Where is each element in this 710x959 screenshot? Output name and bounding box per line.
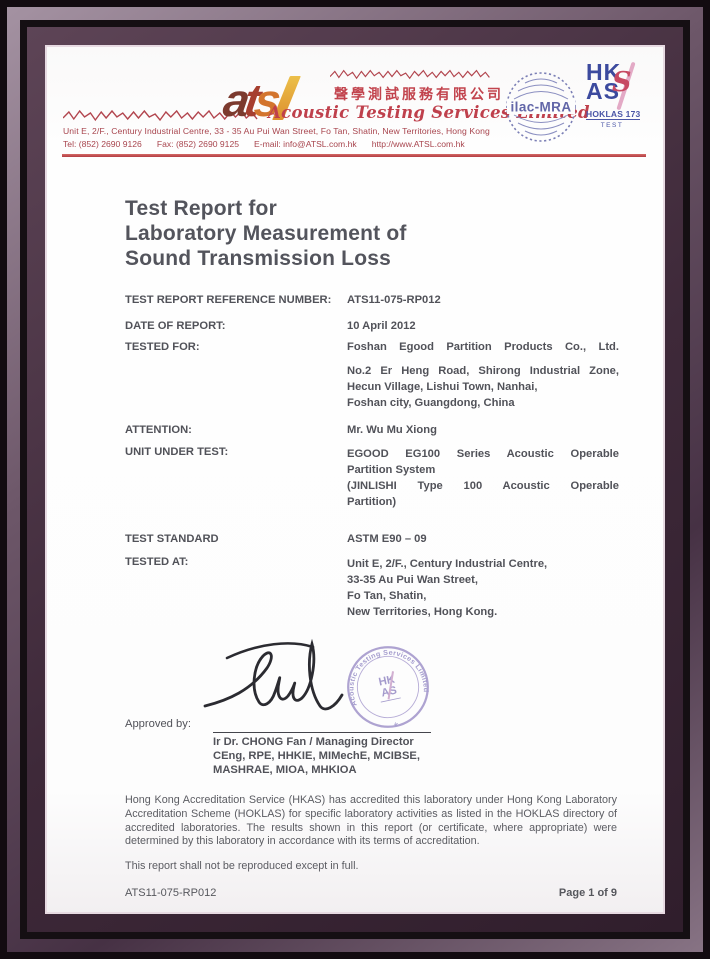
report-header: a t s 聲學測試服務有限公司 Acoustic Testing Servic… <box>47 47 663 161</box>
unit-under-test-line-2: Partition System <box>347 464 436 476</box>
tested-at-line-3: Fo Tan, Shatin, <box>347 590 427 602</box>
page-number-label: Page 1 of 9 <box>558 887 617 900</box>
company-name-chinese: 聲學測試服務有限公司 <box>334 86 504 102</box>
field-row-tested-for-address: No.2 Er Heng Road, Shirong Industrial Zo… <box>125 363 619 411</box>
test-standard-value: ASTM E90 – 09 <box>347 533 427 545</box>
tested-at-value: Unit E, 2/F., Century Industrial Centre,… <box>347 556 619 620</box>
tested-at-line-2: 33-35 Au Pui Wan Street, <box>347 574 478 586</box>
unit-under-test-line-4: Partition) <box>347 496 397 508</box>
report-title: Test Report for Laboratory Measurement o… <box>125 196 617 271</box>
reference-number-label: TEST REPORT REFERENCE NUMBER: <box>125 294 332 306</box>
hkas-line1: HK <box>586 59 622 85</box>
accreditation-statement: Hong Kong Accreditation Service (HKAS) h… <box>125 794 617 848</box>
unit-under-test-line-1: EGOOD EG100 Series Acoustic Operable <box>347 448 619 460</box>
spacer <box>125 363 347 411</box>
report-page: a t s 聲學測試服務有限公司 Acoustic Testing Servic… <box>47 47 663 912</box>
approver-block: Ir Dr. CHONG Fan / Managing Director CEn… <box>213 732 431 777</box>
stamp-star: * <box>393 721 400 734</box>
unit-under-test-line-3: (JINLISHI Type 100 Acoustic Operable <box>347 480 619 492</box>
report-body: Test Report for Laboratory Measurement o… <box>47 196 663 899</box>
fax-label: Fax: (852) 2690 9125 <box>156 138 240 149</box>
footer-report-ref: ATS11-075-RP012 <box>125 887 217 900</box>
field-row-reference-number: TEST REPORT REFERENCE NUMBER: ATS11-075-… <box>125 294 617 306</box>
approved-by-label: Approved by: <box>125 718 191 730</box>
unit-under-test-label: UNIT UNDER TEST: <box>125 446 229 458</box>
reference-number-value: ATS11-075-RP012 <box>347 294 441 306</box>
unit-under-test-value: EGOOD EG100 Series Acoustic Operable Par… <box>347 446 619 510</box>
field-row-tested-at: TESTED AT: Unit E, 2/F., Century Industr… <box>125 556 617 620</box>
approver-name: Ir Dr. CHONG Fan / Managing Director <box>213 736 414 748</box>
reproduction-note: This report shall not be reproduced exce… <box>125 860 359 873</box>
tested-for-address-line-1: No.2 Er Heng Road, Shirong Industrial Zo… <box>347 365 619 377</box>
hkas-line2: AS <box>586 78 620 104</box>
hoklas-test-label: TEST <box>600 122 624 129</box>
field-row-attention: ATTENTION: Mr. Wu Mu Xiong <box>125 424 617 436</box>
field-row-date-of-report: DATE OF REPORT: 10 April 2012 <box>125 320 617 332</box>
email-label: E-mail: info@ATSL.com.hk <box>254 138 357 149</box>
ilac-mra-label: ilac-MRA <box>511 100 572 115</box>
tested-for-address: No.2 Er Heng Road, Shirong Industrial Zo… <box>347 363 619 411</box>
field-row-tested-for: TESTED FOR: Foshan Egood Partition Produ… <box>125 341 619 353</box>
tested-for-label: TESTED FOR: <box>125 341 200 353</box>
title-line-2: Laboratory Measurement of <box>125 222 407 245</box>
date-of-report-label: DATE OF REPORT: <box>125 320 226 332</box>
frame-bevel-inner: a t s 聲學測試服務有限公司 Acoustic Testing Servic… <box>27 27 683 932</box>
company-contact-line: Tel: (852) 2690 9126 Fax: (852) 2690 912… <box>63 139 465 149</box>
signature-area: Acoustic Testing Services Limited HK AS … <box>125 634 617 786</box>
tested-at-line-4: New Territories, Hong Kong. <box>347 606 498 618</box>
attention-value: Mr. Wu Mu Xiong <box>347 424 437 436</box>
approver-credentials-1: CEng, RPE, HHKIE, MIMechE, MCIBSE, <box>213 749 420 762</box>
frame-mat-edge: a t s 聲學測試服務有限公司 Acoustic Testing Servic… <box>45 45 665 914</box>
tel-label: Tel: (852) 2690 9126 <box>63 138 142 149</box>
title-line-1: Test Report for <box>125 197 277 220</box>
tested-at-line-1: Unit E, 2/F., Century Industrial Centre, <box>347 558 548 570</box>
tested-for-address-line-3: Foshan city, Guangdong, China <box>347 397 515 409</box>
tested-for-company: Foshan Egood Partition Products Co., Ltd… <box>347 341 619 353</box>
tested-at-label: TESTED AT: <box>125 556 189 568</box>
attention-label: ATTENTION: <box>125 424 192 436</box>
signature-scrawl-icon <box>203 638 344 711</box>
title-line-3: Sound Transmission Loss <box>125 247 391 270</box>
seismic-wave-top-icon <box>330 69 490 79</box>
hkas-logo: HK AS S HOKLAS 173 TEST <box>586 59 652 129</box>
hkas-pink-s: S <box>612 67 633 98</box>
website-label: http://www.ATSL.com.hk <box>371 138 465 149</box>
field-row-test-standard: TEST STANDARD ASTM E90 – 09 <box>125 533 617 545</box>
date-of-report-value: 10 April 2012 <box>347 320 416 332</box>
tested-for-address-line-2: Hecun Village, Lishui Town, Nanhai, <box>347 381 538 393</box>
company-stamp-icon: Acoustic Testing Services Limited HK AS … <box>341 642 430 734</box>
ilac-mra-logo: ilac-MRA <box>506 72 576 142</box>
hoklas-accreditation-label: HOKLAS 173 <box>586 109 641 120</box>
field-row-unit-under-test: UNIT UNDER TEST: EGOOD EG100 Series Acou… <box>125 446 619 510</box>
approver-credentials-2: MASHRAE, MIOA, MHKIOA <box>213 763 357 776</box>
frame-bevel-outer: a t s 聲學測試服務有限公司 Acoustic Testing Servic… <box>7 7 703 952</box>
company-address: Unit E, 2/F., Century Industrial Centre,… <box>63 126 490 136</box>
frame-groove: a t s 聲學測試服務有限公司 Acoustic Testing Servic… <box>20 20 690 939</box>
test-standard-label: TEST STANDARD <box>125 533 219 545</box>
header-divider-rule <box>62 154 646 157</box>
hkas-letters: HK AS S <box>586 59 636 111</box>
page-footer-row: ATS11-075-RP012 Page 1 of 9 <box>125 887 617 899</box>
